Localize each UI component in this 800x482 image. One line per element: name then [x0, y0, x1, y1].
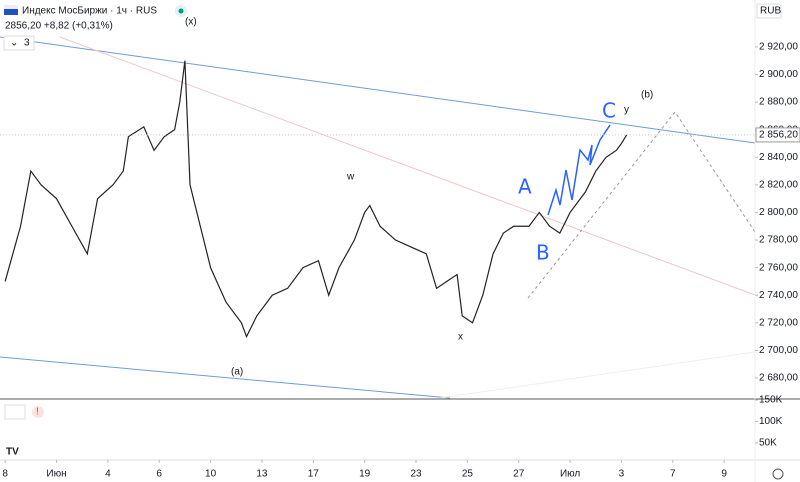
handwritten-label: C: [602, 99, 616, 123]
flag: [4, 5, 18, 15]
y-tick-label: 2 880,00: [759, 97, 798, 108]
x-tick-label: 9: [721, 469, 727, 480]
trendline: [0, 356, 451, 399]
y-tick-label: 100K: [759, 416, 783, 427]
y-tick-label: 2 680,00: [759, 373, 798, 384]
annotation: x: [458, 332, 463, 343]
hand-drawing: [547, 124, 611, 216]
trendline: [439, 351, 756, 399]
x-tick-label: 27: [513, 469, 525, 480]
last-price-box: [755, 127, 800, 143]
y-tick-label: 2 900,00: [759, 69, 798, 80]
annotation: (x): [185, 17, 197, 28]
x-tick-label: 17: [308, 469, 320, 480]
warning[interactable]: [32, 406, 44, 418]
price-line: [4, 60, 628, 339]
x-tick-label: 19: [359, 469, 371, 480]
logo: TV: [6, 447, 19, 458]
settings[interactable]: [772, 468, 784, 480]
y-tick-label: 50K: [759, 438, 777, 449]
y-tick-label: 2 840,00: [759, 152, 798, 163]
pane-toggle[interactable]: [4, 404, 26, 420]
indicators-toggle[interactable]: [3, 35, 35, 51]
handwritten-label: B: [536, 241, 550, 265]
x-tick-label: 7: [670, 469, 676, 480]
y-tick-label: 2 700,00: [759, 345, 798, 356]
projection: [527, 111, 756, 299]
toggle-arrow: ⌄: [10, 38, 18, 49]
x-tick-label: Июн: [46, 469, 66, 480]
handwritten-label: A: [518, 175, 532, 199]
x-tick-label: Июл: [560, 469, 580, 480]
y-tick-label: 2 740,00: [759, 290, 798, 301]
y-tick-label: 2 760,00: [759, 262, 798, 273]
last-price-label: 2 856,20: [759, 130, 798, 141]
trendline: [0, 36, 756, 144]
annotation: (a): [231, 367, 243, 378]
price-info: 2856,20 +8,82 (+0,31%): [5, 21, 113, 32]
x-tick-label: 13: [256, 469, 268, 480]
warning-icon: !: [36, 407, 39, 418]
x-tick-label: 6: [156, 469, 162, 480]
status-dot: [178, 8, 184, 14]
x-tick-label: 23: [410, 469, 422, 480]
chart-title: Индекс МосБиржи · 1ч · RUS: [22, 6, 157, 17]
currency: RUB: [760, 6, 781, 17]
y-tick-label: 150K: [759, 395, 783, 406]
currency-box[interactable]: [756, 3, 782, 19]
x-tick-label: 10: [205, 469, 217, 480]
x-tick-label: 4: [105, 469, 111, 480]
y-tick-label: 2 800,00: [759, 207, 798, 218]
y-tick-label: 2 820,00: [759, 180, 798, 191]
x-tick-label: 25: [462, 469, 474, 480]
indicator-count: 3: [24, 38, 30, 49]
y-tick-label: 2 720,00: [759, 317, 798, 328]
annotation: (b): [641, 90, 653, 101]
x-tick-label: 3: [619, 469, 625, 480]
flag: [4, 5, 18, 9]
x-tick-label: 8: [2, 469, 8, 480]
annotation: y: [624, 105, 629, 116]
y-tick-label: 2 780,00: [759, 235, 798, 246]
annotation: w: [346, 172, 355, 183]
y-tick-label: 2 920,00: [759, 42, 798, 53]
trendline: [59, 36, 756, 296]
